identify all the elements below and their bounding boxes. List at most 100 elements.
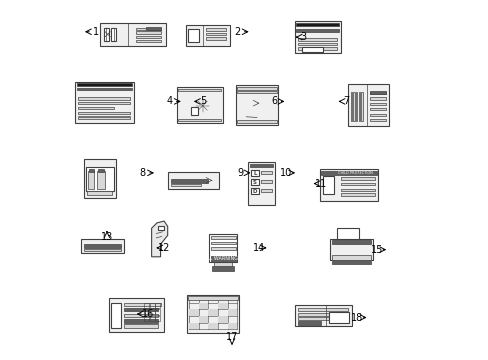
Bar <box>250 188 258 194</box>
Bar <box>144 316 149 321</box>
Text: L: L <box>253 171 256 176</box>
Bar <box>77 83 132 86</box>
Bar <box>190 108 198 114</box>
Bar <box>214 262 231 266</box>
Bar <box>218 302 227 309</box>
Bar <box>247 162 274 205</box>
Text: 18: 18 <box>350 312 363 323</box>
Bar <box>85 167 114 191</box>
Bar <box>188 29 199 42</box>
Bar <box>167 172 219 189</box>
Text: 5: 5 <box>200 96 206 107</box>
Bar <box>347 84 388 126</box>
Bar <box>298 47 337 50</box>
Bar <box>144 309 149 315</box>
Text: D: D <box>252 189 257 194</box>
Bar <box>170 179 207 183</box>
Bar <box>296 29 339 32</box>
Bar <box>298 321 320 325</box>
Bar <box>218 316 227 323</box>
Bar <box>294 21 340 53</box>
Bar <box>353 93 354 121</box>
Bar <box>78 112 130 114</box>
Bar <box>170 184 201 186</box>
Bar <box>237 91 276 93</box>
Bar <box>340 177 374 180</box>
Bar <box>301 48 323 52</box>
Bar <box>237 120 276 123</box>
Bar <box>111 28 116 41</box>
Bar <box>298 38 337 41</box>
Bar <box>261 171 271 174</box>
Bar <box>210 242 235 244</box>
Text: 13: 13 <box>101 232 113 242</box>
Bar <box>261 180 271 183</box>
Bar <box>323 176 333 194</box>
Bar <box>135 28 160 30</box>
Bar <box>298 313 347 316</box>
Bar <box>149 309 155 315</box>
Bar <box>135 36 160 38</box>
Bar <box>355 93 357 121</box>
Bar <box>369 119 385 121</box>
Bar <box>235 85 278 125</box>
Text: 6: 6 <box>271 96 277 107</box>
Bar <box>78 107 114 109</box>
Bar <box>208 234 237 262</box>
Bar <box>158 226 164 230</box>
Bar <box>340 189 374 192</box>
Circle shape <box>250 200 253 203</box>
Bar <box>178 89 221 91</box>
Circle shape <box>254 200 257 203</box>
Bar <box>331 255 370 260</box>
Polygon shape <box>151 221 167 257</box>
Bar <box>331 240 370 244</box>
Bar <box>155 316 160 321</box>
Bar <box>135 31 160 33</box>
Text: 14: 14 <box>252 243 264 253</box>
Bar <box>208 323 218 329</box>
Text: 12: 12 <box>158 243 170 253</box>
Bar <box>88 171 94 189</box>
Bar <box>198 302 208 309</box>
Bar <box>296 23 339 26</box>
Text: 7: 7 <box>343 96 349 107</box>
Circle shape <box>258 200 261 203</box>
Bar <box>97 171 105 189</box>
Bar <box>369 91 385 94</box>
Bar <box>206 37 225 40</box>
Bar <box>227 309 237 316</box>
Bar <box>77 88 132 90</box>
Bar <box>123 324 157 328</box>
Bar <box>123 302 161 306</box>
Circle shape <box>267 200 270 203</box>
Bar <box>328 312 348 323</box>
Bar <box>83 158 116 198</box>
Text: 10: 10 <box>279 168 291 178</box>
Bar <box>81 239 124 253</box>
Bar <box>176 87 223 123</box>
Bar <box>104 28 108 41</box>
Text: CHILD PROTECTION: CHILD PROTECTION <box>337 171 371 175</box>
Bar <box>78 102 130 104</box>
Bar <box>250 170 258 176</box>
Bar <box>212 266 233 271</box>
Text: 2: 2 <box>234 27 240 37</box>
Text: 16: 16 <box>142 309 154 319</box>
Bar <box>210 237 235 239</box>
Bar <box>100 23 165 46</box>
Bar <box>206 28 225 31</box>
Bar <box>146 27 160 30</box>
Bar <box>369 108 385 111</box>
Bar <box>250 179 258 185</box>
Bar <box>144 303 149 308</box>
Bar <box>369 103 385 105</box>
Text: 9: 9 <box>237 168 244 178</box>
Bar <box>294 305 351 327</box>
Text: 17: 17 <box>225 332 238 342</box>
Bar <box>110 303 121 328</box>
Bar <box>123 308 157 311</box>
Bar <box>149 303 155 308</box>
Bar <box>298 317 347 320</box>
Bar <box>298 308 347 311</box>
